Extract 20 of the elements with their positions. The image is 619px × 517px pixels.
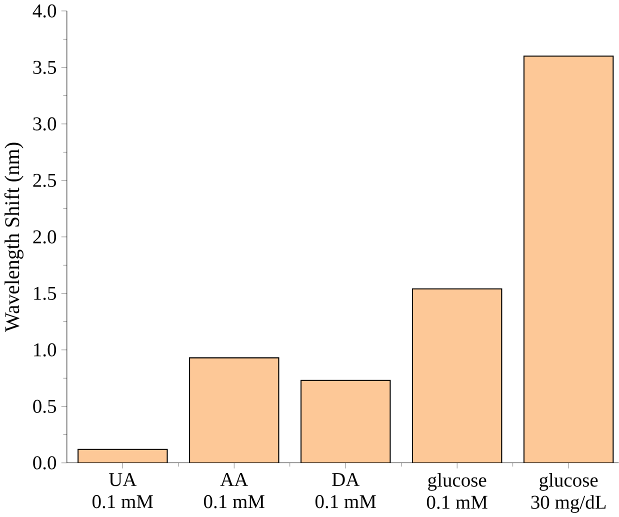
y-tick-label: 1.5 — [34, 286, 56, 300]
x-tick-label: UA 0.1 mM — [92, 472, 153, 508]
x-tick-label: glucose 30 mg/dL — [531, 472, 606, 513]
y-tick-label: 1.0 — [34, 343, 56, 356]
bar — [300, 380, 391, 463]
y-tick-label: 0.0 — [33, 456, 56, 470]
y-tick-label: 2.5 — [33, 174, 56, 187]
x-tick-label: glucose 0.1 mM — [426, 472, 488, 509]
bar — [78, 449, 168, 463]
y-tick-label: 2.0 — [33, 230, 56, 244]
x-tick-label: DA 0.1 mM — [315, 472, 376, 508]
x-tick-label: AA 0.1 mM — [204, 472, 264, 508]
y-tick-label: 3.5 — [33, 60, 56, 74]
bar — [523, 56, 614, 463]
y-tick-label: 3.0 — [33, 117, 56, 130]
y-tick-label: 0.5 — [33, 400, 56, 413]
y-axis-title: Wavelength Shift (nm) — [4, 142, 24, 332]
bar — [412, 288, 502, 463]
y-tick-label: 4.0 — [32, 4, 56, 18]
bar — [189, 357, 280, 463]
